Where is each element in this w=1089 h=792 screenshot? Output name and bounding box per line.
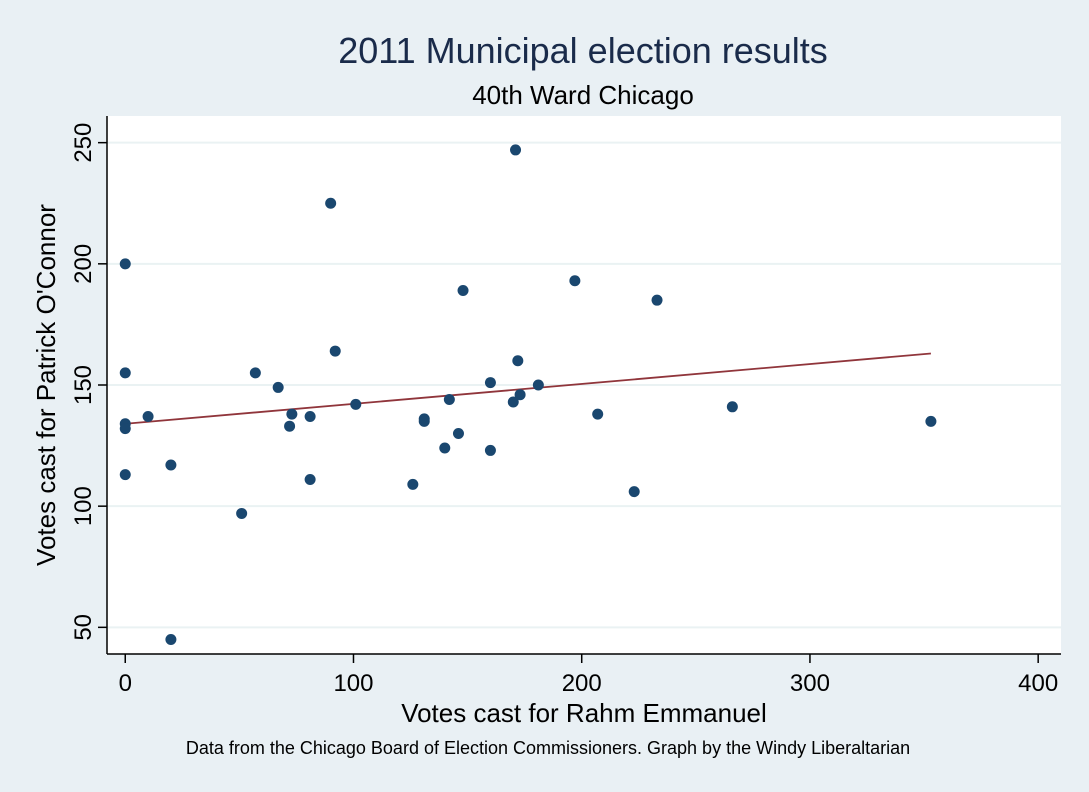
scatter-point-37 [925, 415, 937, 427]
scatter-point-31 [532, 379, 544, 391]
x-tick-label-400: 400 [1018, 670, 1058, 697]
scatter-point-7 [165, 633, 177, 645]
scatter-point-26 [484, 444, 496, 456]
scatter-point-33 [592, 408, 604, 420]
scatter-point-14 [304, 474, 316, 486]
x-tick-label-100: 100 [333, 670, 373, 697]
x-tick-label-0: 0 [119, 670, 132, 697]
linear-fit-line [125, 352, 931, 425]
y-tick-label-100: 100 [70, 486, 97, 526]
data-points [119, 144, 937, 645]
scatter-point-0 [119, 258, 131, 270]
fit-line-group [125, 352, 931, 425]
scatter-point-25 [484, 377, 496, 389]
chart-title: 2011 Municipal election results [338, 30, 828, 71]
y-axis-ticks: 50 100 150 200 250 [70, 123, 107, 641]
scatter-point-32 [569, 275, 581, 287]
x-tick-label-300: 300 [790, 670, 830, 697]
scatter-point-1 [119, 367, 131, 379]
chart-subtitle: 40th Ward Chicago [472, 80, 694, 110]
grid-lines [107, 141, 1061, 629]
scatter-point-3 [119, 423, 131, 435]
x-axis-label: Votes cast for Rahm Emmanuel [401, 698, 767, 728]
y-axis-label: Votes cast for Patrick O'Connor [31, 204, 61, 566]
scatter-point-35 [651, 294, 663, 306]
source-note: Data from the Chicago Board of Election … [186, 738, 910, 758]
scatter-point-23 [452, 427, 464, 439]
scatter-point-18 [407, 478, 419, 490]
scatter-point-27 [507, 396, 519, 408]
y-tick-label-150: 150 [70, 365, 97, 405]
scatter-point-15 [325, 197, 337, 209]
scatter-point-29 [512, 355, 524, 367]
scatter-point-22 [443, 394, 455, 406]
scatter-point-28 [510, 144, 522, 156]
scatter-point-6 [165, 459, 177, 471]
scatter-point-16 [329, 345, 341, 357]
scatter-point-11 [284, 420, 296, 432]
y-tick-label-200: 200 [70, 244, 97, 284]
scatter-point-13 [304, 411, 316, 423]
x-tick-label-200: 200 [562, 670, 602, 697]
scatter-point-24 [457, 284, 469, 296]
scatter-point-8 [236, 507, 248, 519]
y-tick-label-250: 250 [70, 123, 97, 163]
scatter-point-9 [249, 367, 261, 379]
scatter-point-20 [418, 415, 430, 427]
scatter-point-21 [439, 442, 451, 454]
scatter-point-5 [142, 411, 154, 423]
scatter-point-30 [514, 389, 526, 401]
y-tick-label-50: 50 [70, 614, 97, 641]
scatter-point-36 [726, 401, 738, 413]
scatter-point-10 [272, 381, 284, 393]
x-axis-ticks: 0 100 200 300 400 [119, 654, 1058, 697]
scatter-point-34 [628, 486, 640, 498]
scatter-point-4 [119, 469, 131, 481]
scatter-point-17 [350, 398, 362, 410]
scatter-point-12 [286, 408, 298, 420]
